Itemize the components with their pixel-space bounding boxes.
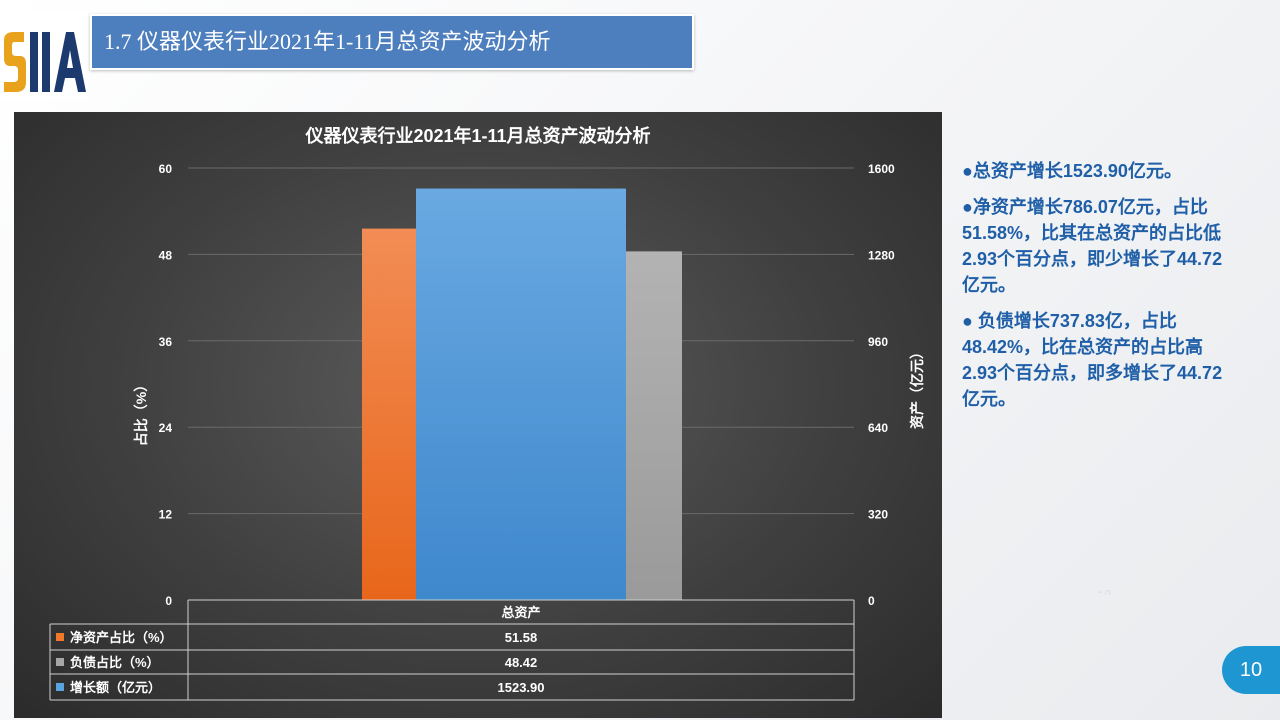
y-left-tick-label: 24 — [159, 421, 173, 435]
bullet-item-liabilities: ● 负债增长737.83亿，占比48.42%，比在总资产的占比高2.93个百分点… — [962, 308, 1232, 412]
header-bar: 1.7 仪器仪表行业2021年1-11月总资产波动分析 — [90, 14, 694, 70]
y-right-axis-label: 资产（亿元） — [909, 345, 925, 429]
legend-series-name: 负债占比（%） — [70, 655, 160, 670]
y-right-tick-label: 0 — [868, 594, 875, 608]
bar-growth-amount — [416, 188, 626, 600]
legend-swatch — [56, 658, 64, 666]
bullet-list: ●总资产增长1523.90亿元。 ●净资产增长786.07亿元，占比51.58%… — [962, 158, 1232, 422]
y-right-tick-label: 640 — [868, 421, 888, 435]
y-left-tick-label: 0 — [165, 594, 172, 608]
y-right-tick-label: 1280 — [868, 248, 895, 262]
y-left-axis-label: 占比（%） — [133, 378, 149, 446]
y-right-tick-label: 960 — [868, 335, 888, 349]
legend-series-name: 增长额（亿元） — [70, 680, 161, 695]
data-value-label: 48.42 — [505, 655, 538, 670]
bullet-text: 负债增长737.83亿，占比48.42%，比在总资产的占比高2.93个百分点，即… — [962, 311, 1223, 409]
faint-mark: - ∩ — [1098, 587, 1112, 598]
bar-chart: 仪器仪表行业2021年1-11月总资产波动分析 0 12 24 36 48 60 0 320 64… — [49, 125, 925, 701]
data-value-label: 1523.90 — [498, 680, 545, 695]
bullet-text: 总资产增长1523.90亿元。 — [972, 161, 1182, 181]
bullet-text: 净资产增长786.07亿元，占比51.58%，比其在总资产的占比低2.93个百分… — [962, 197, 1223, 295]
y-left-tick-label: 12 — [159, 508, 173, 522]
siia-logo — [0, 12, 88, 100]
bar-net-asset-ratio — [362, 228, 418, 600]
chart-title: 仪器仪表行业2021年1-11月总资产波动分析 — [304, 125, 650, 146]
bullet-dot-icon: ● — [962, 197, 973, 217]
legend-series-name: 净资产占比（%） — [70, 630, 173, 645]
bullet-dot-icon: ● — [962, 161, 973, 181]
legend-swatch — [56, 683, 64, 691]
chart-panel: 仪器仪表行业2021年1-11月总资产波动分析 0 12 24 36 48 60 0 320 64… — [14, 112, 942, 718]
y-right-tick-label: 320 — [868, 508, 888, 522]
bar-liability-ratio — [626, 251, 682, 600]
bullet-item-net-assets: ●净资产增长786.07亿元，占比51.58%，比其在总资产的占比低2.93个百… — [962, 194, 1232, 298]
y-left-tick-label: 60 — [159, 162, 173, 176]
y-left-tick-label: 48 — [159, 248, 173, 262]
page-number-badge: 10 — [1222, 646, 1280, 694]
page-title: 1.7 仪器仪表行业2021年1-11月总资产波动分析 — [104, 29, 551, 54]
y-left-tick-label: 36 — [159, 335, 173, 349]
bullet-dot-icon: ● — [962, 311, 973, 331]
legend-swatch — [56, 633, 64, 641]
x-category-label: 总资产 — [501, 605, 540, 620]
data-value-label: 51.58 — [505, 630, 538, 645]
y-right-tick-label: 1600 — [868, 162, 895, 176]
bullet-item-total-assets: ●总资产增长1523.90亿元。 — [962, 158, 1232, 184]
